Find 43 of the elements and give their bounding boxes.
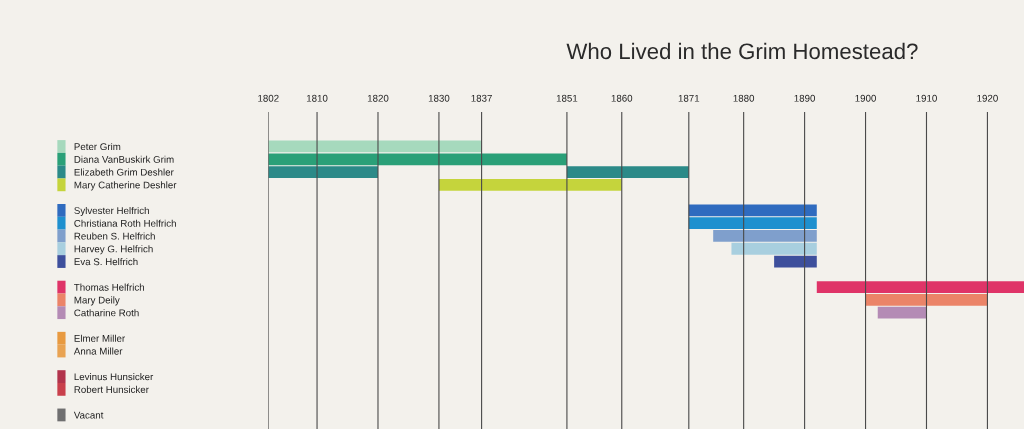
bar (268, 153, 567, 166)
bar (816, 281, 1024, 293)
y-tick-label: Elizabeth Grim Deshler (74, 168, 174, 176)
y-tick-label: Eva S. Helfrich (74, 258, 138, 266)
x-tick-label: 1871 (678, 94, 700, 102)
bar (774, 255, 817, 268)
y-tick-label: Peter Grim (74, 142, 121, 151)
bar (713, 230, 817, 242)
bar (438, 178, 622, 191)
y-tick-label: Diana VanBuskirk Grim (74, 155, 174, 163)
x-tick-label: 1851 (556, 94, 578, 102)
bar (688, 204, 817, 217)
y-tick-label: Harvey G. Helfrich (74, 245, 153, 255)
bar (865, 294, 988, 306)
y-tick-label: Robert Hunsicker (74, 385, 149, 393)
y-tick-label: Levinus Hunsicker (74, 373, 154, 381)
x-tick-label: 1900 (855, 94, 876, 102)
bar (731, 242, 817, 255)
x-tick-label: 1837 (471, 94, 492, 102)
y-tick-label: Mary Catherine Deshler (74, 181, 177, 191)
x-tick-label: 1860 (611, 94, 633, 102)
x-tick-label: 1890 (794, 94, 816, 102)
y-tick-label: Thomas Helfrich (74, 283, 144, 291)
x-tick-label: 1802 (258, 94, 279, 102)
bar (268, 140, 482, 153)
bar (688, 217, 817, 230)
y-tick-label: Mary Deily (74, 296, 120, 306)
y-tick-label: Christiana Roth Helfrich (74, 219, 176, 227)
x-tick-label: 1820 (367, 94, 389, 102)
bar (566, 166, 689, 178)
x-tick-label: 1880 (733, 94, 755, 102)
y-tick-label: Elmer Miller (74, 334, 125, 342)
y-tick-label: Catharine Roth (74, 309, 139, 317)
bar (877, 306, 927, 319)
x-tick-label: 1920 (977, 94, 998, 102)
y-tick-label: Anna Miller (73, 347, 123, 355)
x-tick-label: 1830 (428, 94, 450, 102)
x-tick-label: 1810 (306, 94, 328, 102)
chart-title: Who Lived in the Grim Homestead? (566, 42, 918, 60)
y-tick-label: Vacant (73, 411, 104, 419)
x-tick-label: 1910 (916, 94, 937, 102)
y-tick-label: Sylvester Helfrich (74, 206, 149, 216)
y-tick-label: Reuben S. Helfrich (74, 232, 155, 240)
